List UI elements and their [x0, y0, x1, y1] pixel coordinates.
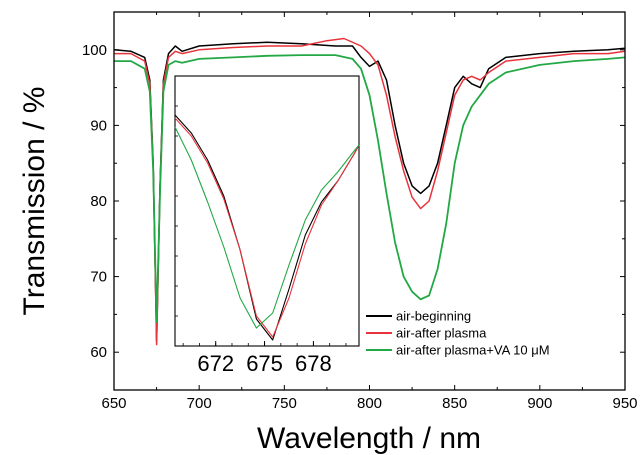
series-line-air-after-plasma-va-10-m — [114, 54, 626, 323]
x-axis-ticks: 650 700 750 800 850 900 950 — [101, 12, 638, 412]
x-tick-label: 800 — [357, 395, 382, 412]
y-tick-label: 60 — [90, 344, 107, 361]
legend-label-air-after-plasma: air-after plasma — [396, 326, 487, 341]
legend-label-air-after-plasma-va-10-m: air-after plasma+VA 10 μM — [396, 343, 550, 358]
inset-series-line-air-after-plasma-va-10-m — [174, 126, 360, 329]
inset-x-tick-label: 672 — [197, 351, 234, 376]
inset-x-tick-label: 675 — [246, 351, 283, 376]
inset-x-axis-ticks: 672 675 678 — [175, 105, 347, 376]
x-tick-label: 850 — [442, 395, 467, 412]
y-axis-ticks: 60 70 80 90 100 — [82, 11, 625, 391]
legend-label-air-beginning: air-beginning — [396, 309, 471, 324]
x-tick-label: 650 — [101, 395, 126, 412]
x-tick-label: 700 — [187, 395, 212, 412]
x-tick-label: 950 — [612, 395, 637, 412]
y-axis-title: Transmission / % — [18, 87, 51, 316]
y-tick-label: 70 — [90, 269, 107, 286]
inset-x-tick-label: 678 — [295, 351, 332, 376]
x-tick-label: 900 — [527, 395, 552, 412]
y-tick-label: 80 — [90, 193, 107, 210]
inset-frame — [174, 75, 360, 347]
x-axis-title: Wavelength / nm — [257, 422, 481, 455]
inset-plot: 672 675 678 — [174, 75, 360, 376]
inset-series-line-air-after-plasma — [174, 117, 360, 338]
main-plot-lines — [113, 37, 626, 346]
inset-plot-lines — [174, 114, 360, 341]
y-tick-label: 100 — [82, 42, 107, 59]
legend: air-beginning air-after plasma air-after p… — [366, 309, 550, 358]
y-tick-label: 90 — [90, 117, 107, 134]
x-tick-label: 750 — [272, 395, 297, 412]
